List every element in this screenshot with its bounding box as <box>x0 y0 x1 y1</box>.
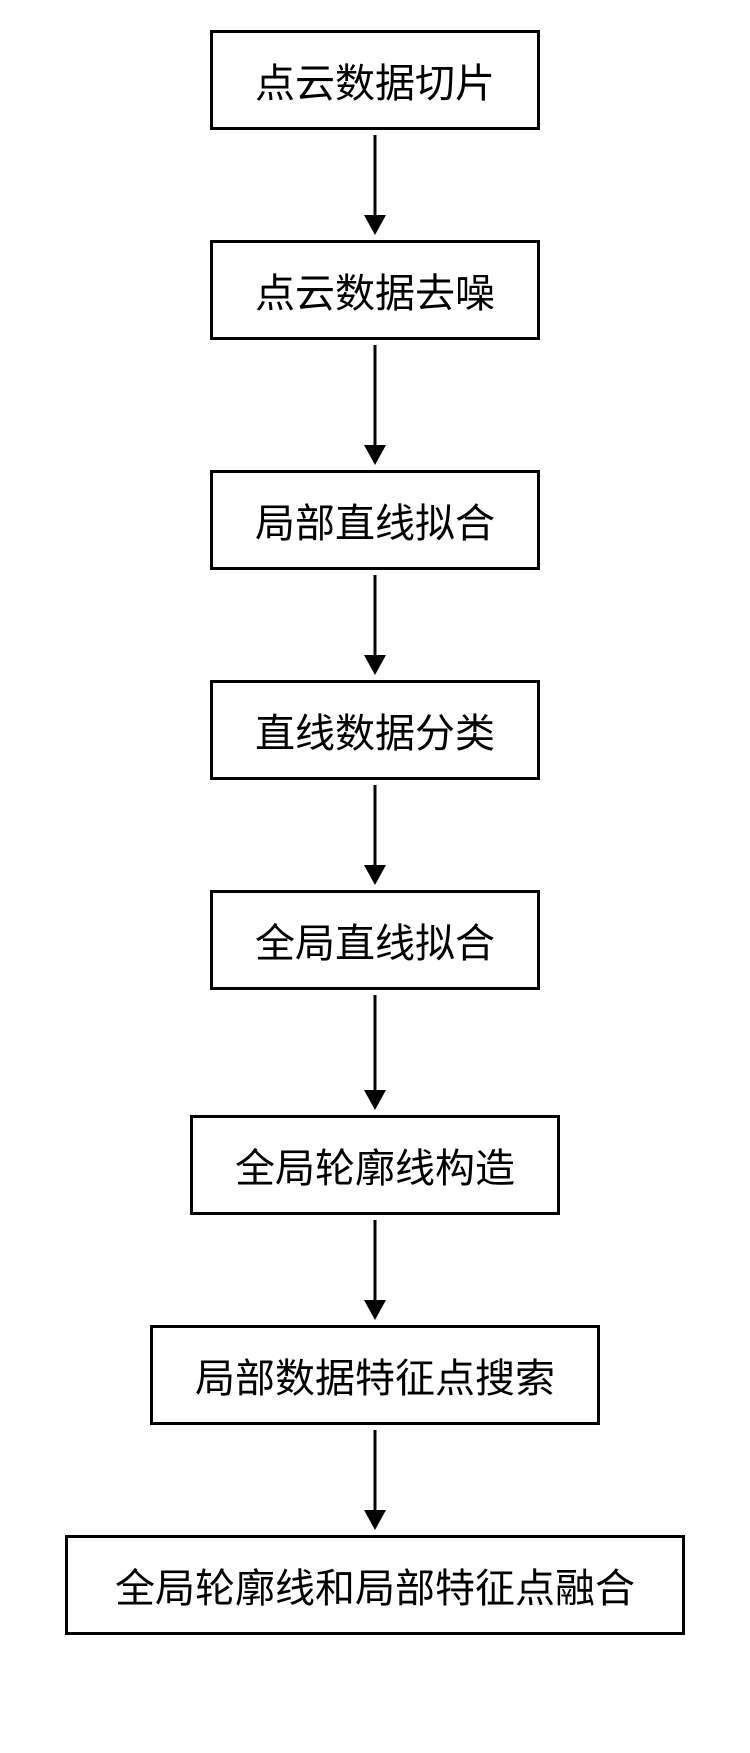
flowchart-container: 点云数据切片点云数据去噪局部直线拟合直线数据分类全局直线拟合全局轮廓线构造局部数… <box>65 30 685 1635</box>
flow-arrow-5 <box>360 1220 390 1320</box>
flow-arrow-4 <box>360 995 390 1110</box>
flow-node-7: 全局轮廓线和局部特征点融合 <box>65 1535 685 1635</box>
flow-arrow-6 <box>360 1430 390 1530</box>
flow-arrow-1 <box>360 345 390 465</box>
flow-arrow-2 <box>360 575 390 675</box>
flow-arrow-0 <box>360 135 390 235</box>
flow-node-3: 直线数据分类 <box>210 680 540 780</box>
flow-node-4: 全局直线拟合 <box>210 890 540 990</box>
flow-node-0: 点云数据切片 <box>210 30 540 130</box>
flow-arrow-3 <box>360 785 390 885</box>
flow-node-2: 局部直线拟合 <box>210 470 540 570</box>
flow-node-5: 全局轮廓线构造 <box>190 1115 560 1215</box>
flow-node-6: 局部数据特征点搜索 <box>150 1325 600 1425</box>
flow-node-1: 点云数据去噪 <box>210 240 540 340</box>
